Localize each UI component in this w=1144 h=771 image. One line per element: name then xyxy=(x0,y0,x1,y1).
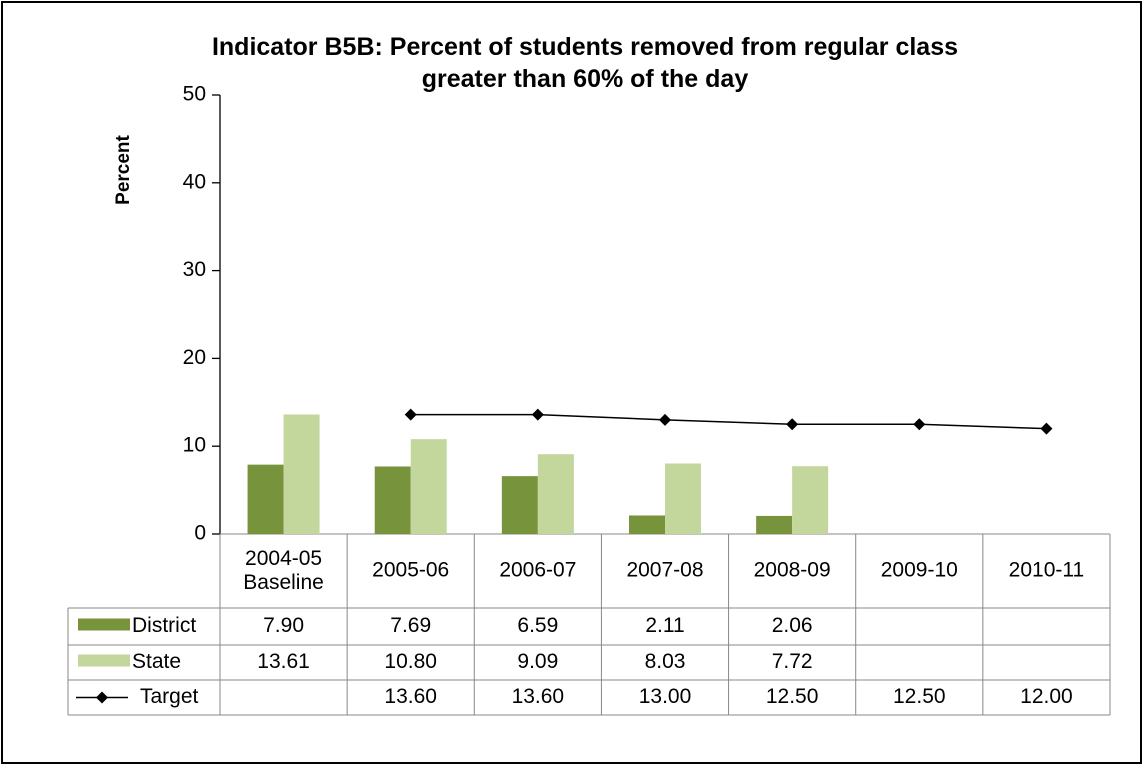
legend-label: State xyxy=(132,650,181,673)
table-value: 13.00 xyxy=(639,685,692,708)
y-tick-label: 50 xyxy=(183,83,206,106)
table-value: 13.60 xyxy=(512,685,565,708)
target-marker xyxy=(786,418,799,431)
table-value: 7.90 xyxy=(263,614,304,637)
table-value: 7.72 xyxy=(772,650,813,673)
category-label: 2010-11 xyxy=(1009,559,1085,582)
bar xyxy=(629,515,665,534)
target-marker xyxy=(531,408,544,421)
legend-key xyxy=(78,654,130,667)
table-value: 8.03 xyxy=(645,650,686,673)
category-label: 2005-06 xyxy=(372,559,449,582)
bar xyxy=(410,439,447,534)
table-value: 2.06 xyxy=(772,614,813,637)
category-label: 2009-10 xyxy=(881,559,958,582)
bar xyxy=(374,466,411,534)
table-value: 9.09 xyxy=(517,650,558,673)
bar xyxy=(665,463,701,534)
category-label: 2008-09 xyxy=(754,559,831,582)
table-value: 13.60 xyxy=(384,685,437,708)
legend-key xyxy=(96,691,108,704)
table-value: 2.11 xyxy=(645,614,684,637)
bar xyxy=(247,464,284,534)
y-tick-label: 10 xyxy=(183,434,206,457)
bar xyxy=(501,476,538,534)
target-marker xyxy=(659,413,671,426)
target-marker xyxy=(404,408,417,421)
y-tick-label: 40 xyxy=(183,170,206,193)
table-value: 12.50 xyxy=(893,685,946,708)
legend-label: District xyxy=(132,614,196,637)
table-value: 7.69 xyxy=(390,614,431,637)
target-line xyxy=(410,413,1047,430)
category-label: 2004-05 Baseline xyxy=(243,547,324,594)
table-value: 12.50 xyxy=(766,685,819,708)
table-value: 12.00 xyxy=(1020,685,1073,708)
target-marker xyxy=(1040,422,1053,435)
category-label: 2007-08 xyxy=(626,559,703,582)
chart-title: Indicator B5B: Percent of students remov… xyxy=(212,33,958,93)
table-value: 10.80 xyxy=(384,650,437,673)
bar xyxy=(537,454,574,534)
bar xyxy=(792,466,829,534)
legend-label: Target xyxy=(140,685,199,708)
legend-key xyxy=(78,618,130,631)
y-tick-label: 0 xyxy=(194,522,206,545)
table-value: 13.61 xyxy=(257,650,310,673)
y-axis-label: Percent xyxy=(113,134,134,204)
target-marker xyxy=(913,418,926,431)
bar xyxy=(283,414,320,534)
y-tick-label: 30 xyxy=(183,258,206,281)
y-tick-label: 20 xyxy=(183,346,206,369)
table-value: 6.59 xyxy=(517,614,558,637)
category-label: 2006-07 xyxy=(499,559,576,582)
bar xyxy=(756,515,793,534)
